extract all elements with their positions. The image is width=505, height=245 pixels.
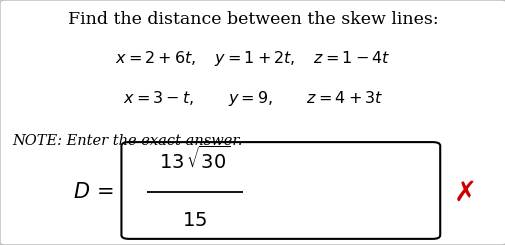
Text: Find the distance between the skew lines:: Find the distance between the skew lines…: [68, 11, 437, 28]
Text: $x = 2 + 6t,\quad y = 1 + 2t,\quad z = 1 - 4t$: $x = 2 + 6t,\quad y = 1 + 2t,\quad z = 1…: [115, 49, 390, 68]
Text: $D\,=$: $D\,=$: [73, 182, 114, 202]
Text: $x = 3 - t,\qquad y = 9,\qquad z = 4 + 3t$: $x = 3 - t,\qquad y = 9,\qquad z = 4 + 3…: [123, 89, 382, 109]
Text: $13\,\sqrt{30}$: $13\,\sqrt{30}$: [159, 146, 230, 173]
FancyBboxPatch shape: [121, 142, 439, 239]
Text: $15$: $15$: [182, 212, 207, 230]
Text: ✗: ✗: [453, 178, 476, 206]
Text: NOTE: Enter the exact answer.: NOTE: Enter the exact answer.: [13, 134, 242, 147]
